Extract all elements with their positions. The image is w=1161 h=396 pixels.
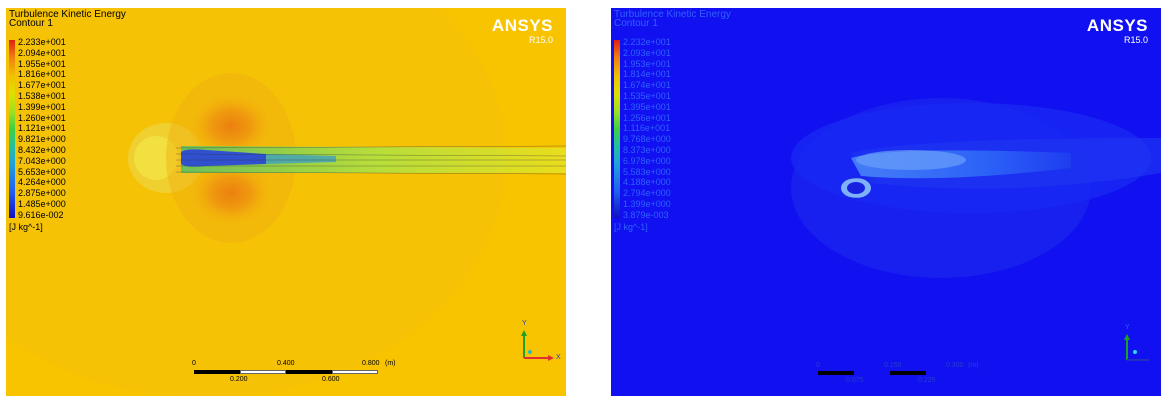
axis-triad-icon — [521, 330, 554, 361]
version-label: R15.0 — [1123, 35, 1148, 45]
scale-segment — [854, 371, 890, 375]
legend-value: 2.233e+001 — [18, 37, 66, 47]
legend-value: 4.264e+000 — [18, 177, 66, 188]
legend-value: 6.978e+000 — [623, 155, 671, 166]
contour-plot-right: Turbulence Kinetic Energy Contour 1 ANSY… — [611, 8, 1161, 396]
contour-field-right — [611, 8, 1161, 396]
plot-subtitle: Contour 1 — [9, 18, 53, 29]
scale-segment — [818, 371, 854, 375]
ansys-logo: ANSYS — [1086, 16, 1148, 35]
scale-segment — [890, 371, 926, 375]
legend-value: 1.538e+001 — [18, 90, 66, 101]
legend-value: 7.043e+000 — [18, 155, 66, 166]
scale-segment — [194, 370, 240, 374]
legend-value: 1.256e+001 — [623, 112, 671, 123]
plot-title: Turbulence Kinetic Energy — [9, 9, 126, 20]
contour-field-left — [6, 8, 566, 396]
legend-value: 1.814e+001 — [623, 69, 671, 80]
legend-value: 1.485e+000 — [18, 198, 66, 209]
scale-unit: (m) — [385, 360, 396, 367]
plot-subtitle: Contour 1 — [614, 18, 658, 29]
scale-segment — [286, 370, 332, 374]
scale-label: 0 — [816, 362, 820, 369]
legend-value: 1.399e+001 — [18, 101, 66, 112]
legend-value: 9.821e+000 — [18, 134, 66, 145]
legend-value: 2.875e+000 — [18, 188, 66, 199]
legend-value: 1.399e+000 — [623, 198, 671, 209]
legend-value: 9.768e+000 — [623, 134, 671, 145]
legend-value: 8.373e+000 — [623, 144, 671, 155]
legend-value: 1.121e+001 — [18, 123, 66, 134]
legend-value: 1.535e+001 — [623, 90, 671, 101]
legend-value: 1.677e+001 — [18, 80, 66, 91]
legend-values: 2.232e+001 2.093e+001 1.953e+001 1.814e+001… — [623, 37, 671, 221]
scale-label: 0.075 — [846, 377, 864, 384]
version-label: R15.0 — [528, 35, 553, 45]
axis-triad-icon — [1124, 334, 1149, 361]
scale-label: 0.150 — [884, 362, 902, 369]
scale-segment — [332, 370, 378, 374]
scale-segment — [926, 371, 962, 375]
color-legend-bar — [614, 40, 620, 218]
legend-value: 3.879e-003 — [623, 209, 669, 220]
scale-label: 0.800 — [362, 360, 380, 367]
scale-segment — [240, 370, 286, 374]
plot-title: Turbulence Kinetic Energy — [614, 9, 731, 20]
axis-label-y: Y — [1125, 324, 1130, 331]
axis-label-y: Y — [522, 320, 527, 327]
legend-value: 2.094e+001 — [18, 47, 66, 58]
legend-value: 9.616e-002 — [18, 209, 64, 220]
legend-units: [J kg^-1] — [614, 222, 648, 232]
legend-value: 2.232e+001 — [623, 37, 671, 47]
axis-triad: Y — [1119, 324, 1159, 373]
legend-value: 5.583e+000 — [623, 166, 671, 177]
axis-label-x: X — [556, 354, 561, 361]
scale-label: 0 — [192, 360, 196, 367]
scale-label: 0.225 — [918, 377, 936, 384]
legend-value: 4.188e+000 — [623, 177, 671, 188]
scale-bar: 0 0.150 0.300 (m) 0.075 0.225 — [816, 362, 996, 392]
legend-value: 1.955e+001 — [18, 58, 66, 69]
legend-value: 1.116e+001 — [623, 123, 671, 134]
scale-label: 0.600 — [322, 376, 340, 383]
legend-value: 2.093e+001 — [623, 47, 671, 58]
legend-values: 2.233e+001 2.094e+001 1.955e+001 1.816e+001… — [18, 37, 66, 221]
legend-value: 1.816e+001 — [18, 69, 66, 80]
color-legend-bar — [9, 40, 15, 218]
legend-value: 5.653e+000 — [18, 166, 66, 177]
ansys-logo: ANSYS — [491, 16, 553, 35]
legend-value: 8.432e+000 — [18, 144, 66, 155]
legend-units: [J kg^-1] — [9, 222, 43, 232]
scale-label: 0.300 — [946, 362, 964, 369]
legend-value: 1.395e+001 — [623, 101, 671, 112]
legend-value: 1.260e+001 — [18, 112, 66, 123]
scale-label: 0.400 — [277, 360, 295, 367]
legend-value: 2.794e+000 — [623, 188, 671, 199]
contour-plot-left: Turbulence Kinetic Energy Contour 1 ANSY… — [6, 8, 566, 396]
legend-value: 1.953e+001 — [623, 58, 671, 69]
axis-triad: Y X — [516, 320, 561, 371]
scale-bar: 0 0.400 0.800 (m) 0.200 0.600 — [192, 360, 402, 390]
scale-unit: (m) — [968, 362, 979, 369]
legend-value: 1.674e+001 — [623, 80, 671, 91]
scale-label: 0.200 — [230, 376, 248, 383]
